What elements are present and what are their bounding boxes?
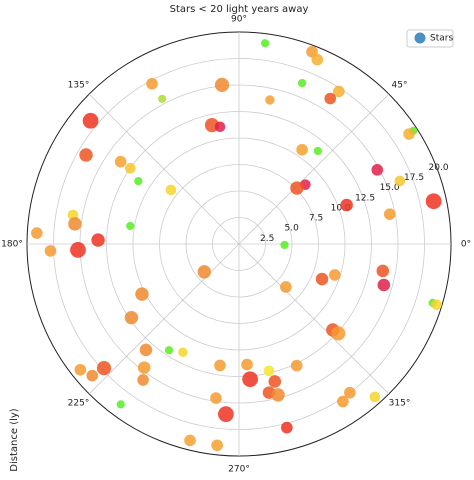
legend-label: Stars [430, 34, 453, 44]
r-tick-label: 10.0 [331, 203, 351, 213]
r-tick-label: 5.0 [284, 224, 299, 234]
star-point [337, 395, 349, 408]
star-point [315, 272, 329, 286]
star-point [31, 227, 43, 239]
star-point [197, 265, 211, 279]
star-point [125, 162, 136, 174]
star-point [210, 392, 222, 404]
star-point [290, 181, 304, 195]
star-point [268, 375, 282, 388]
star-point [214, 77, 230, 92]
theta-tick-label: 180° [1, 240, 23, 250]
star-point [214, 121, 226, 133]
star-point [280, 281, 292, 293]
star-point [44, 245, 57, 257]
grid-spoke [88, 243, 240, 395]
star-point [211, 439, 223, 452]
star-point [297, 79, 307, 88]
star-point [344, 386, 356, 399]
star-point [271, 388, 285, 402]
star-point [82, 112, 99, 129]
star-point [114, 155, 127, 168]
star-point [263, 365, 275, 377]
star-point [164, 346, 174, 355]
star-point [70, 242, 86, 258]
star-point [324, 92, 337, 105]
r-tick-label: 20.0 [429, 163, 449, 173]
star-point [116, 400, 125, 409]
r-tick-label: 2.5 [260, 234, 274, 244]
star-point [137, 374, 149, 386]
star-point [369, 391, 381, 403]
star-point [86, 369, 99, 382]
star-point [383, 208, 396, 220]
star-point [376, 264, 390, 278]
star-point [79, 148, 93, 162]
chart-title: Stars < 20 light years away [170, 4, 309, 15]
y-axis-label: Distance (ly) [9, 408, 20, 472]
star-point [331, 326, 346, 341]
grid-spoke [238, 93, 390, 245]
star-point [184, 434, 196, 447]
theta-tick-label: 315° [389, 399, 411, 409]
theta-tick-label: 90° [231, 15, 247, 25]
star-point [425, 193, 442, 210]
star-point [377, 278, 391, 292]
star-point [281, 421, 293, 434]
r-tick-label: 12.5 [355, 193, 375, 203]
grid-spoke [88, 93, 240, 245]
star-point [296, 143, 308, 156]
theta-tick-label: 225° [68, 399, 90, 409]
star-point [394, 175, 406, 187]
star-point [371, 164, 384, 176]
star-point [311, 53, 324, 66]
star-point [290, 359, 303, 372]
star-point [68, 217, 82, 231]
star-point [280, 240, 289, 250]
star-point [135, 287, 149, 301]
star-point [214, 359, 226, 372]
star-point [242, 371, 258, 388]
star-point [158, 94, 167, 103]
star-point [178, 347, 188, 357]
star-point [124, 310, 139, 325]
star-point [241, 358, 253, 371]
star-point [91, 233, 105, 247]
star-point [137, 361, 151, 374]
r-tick-label: 17.5 [404, 173, 424, 183]
star-point [340, 198, 353, 212]
star-point [431, 299, 442, 311]
star-point [218, 406, 234, 423]
theta-tick-label: 135° [68, 80, 90, 90]
star-point [96, 361, 112, 376]
star-point [126, 221, 135, 231]
star-point [313, 146, 322, 156]
r-tick-label: 15.0 [380, 183, 400, 193]
star-point [139, 343, 153, 357]
theta-tick-label: 0° [461, 240, 471, 250]
star-point [134, 176, 143, 186]
star-point [265, 95, 275, 105]
r-tick-label: 7.5 [309, 214, 323, 224]
star-point [333, 85, 345, 98]
star-point [146, 77, 158, 90]
star-point [403, 128, 415, 140]
grid-spoke [238, 243, 390, 395]
legend-marker [414, 32, 426, 44]
theta-tick-label: 45° [392, 80, 408, 90]
star-point [74, 363, 87, 376]
star-point [165, 184, 177, 196]
star-point [260, 39, 270, 48]
theta-tick-label: 270° [228, 465, 250, 475]
star-point [329, 269, 341, 281]
